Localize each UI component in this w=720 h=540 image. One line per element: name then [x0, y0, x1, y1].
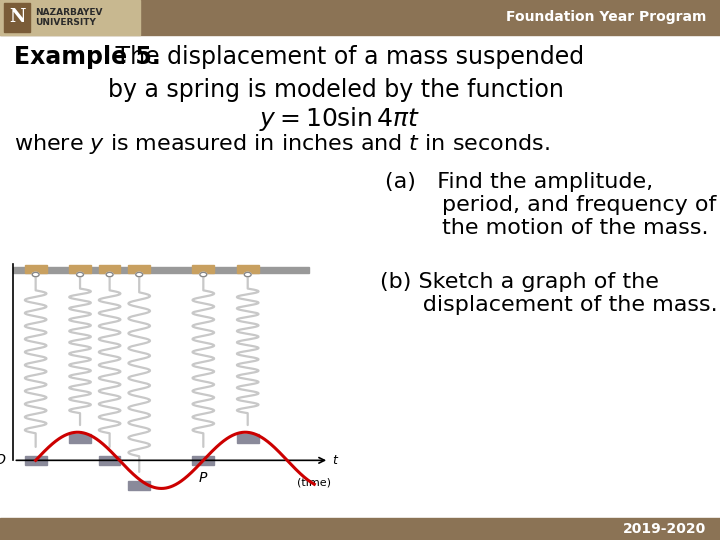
Text: Foundation Year Program: Foundation Year Program	[505, 10, 706, 24]
Text: N: N	[9, 9, 25, 26]
Text: $y = 10 \sin 4\pi t$: $y = 10 \sin 4\pi t$	[259, 105, 420, 133]
Bar	[237, 265, 258, 273]
Text: the motion of the mass.: the motion of the mass.	[385, 218, 708, 238]
Text: NAZARBAYEV: NAZARBAYEV	[35, 8, 102, 17]
Text: $P$: $P$	[198, 471, 209, 485]
Bar	[69, 434, 91, 443]
Bar	[237, 434, 258, 443]
Bar	[69, 265, 91, 273]
Text: where $y$ is measured in inches and $t$ in seconds.: where $y$ is measured in inches and $t$ …	[14, 132, 549, 156]
Text: $t$: $t$	[331, 454, 339, 467]
Text: 2019-2020: 2019-2020	[623, 522, 706, 536]
Circle shape	[244, 272, 251, 276]
Text: (time): (time)	[297, 477, 331, 488]
Text: period, and frequency of: period, and frequency of	[385, 195, 716, 215]
Bar	[4, 3, 30, 32]
Bar	[99, 265, 120, 273]
Bar	[192, 265, 214, 273]
Text: Example 5.: Example 5.	[14, 45, 161, 69]
Bar	[128, 481, 150, 490]
Bar	[24, 265, 47, 273]
Bar	[14, 267, 310, 273]
Bar	[192, 456, 214, 465]
Text: The displacement of a mass suspended
by a spring is modeled by the function: The displacement of a mass suspended by …	[108, 45, 584, 102]
Bar	[128, 265, 150, 273]
Bar	[0, 0, 720, 35]
Circle shape	[106, 272, 113, 276]
Bar	[0, 0, 140, 35]
Bar	[99, 456, 120, 465]
Circle shape	[76, 272, 84, 276]
Bar	[0, 518, 720, 540]
Bar	[24, 456, 47, 465]
Circle shape	[32, 272, 39, 276]
Text: UNIVERSITY: UNIVERSITY	[35, 18, 96, 27]
Circle shape	[200, 272, 207, 276]
Text: (b) Sketch a graph of the: (b) Sketch a graph of the	[380, 272, 659, 292]
Text: (a)   Find the amplitude,: (a) Find the amplitude,	[385, 172, 653, 192]
Text: $O$: $O$	[0, 454, 6, 467]
Text: displacement of the mass.: displacement of the mass.	[380, 295, 718, 315]
Circle shape	[136, 272, 143, 276]
